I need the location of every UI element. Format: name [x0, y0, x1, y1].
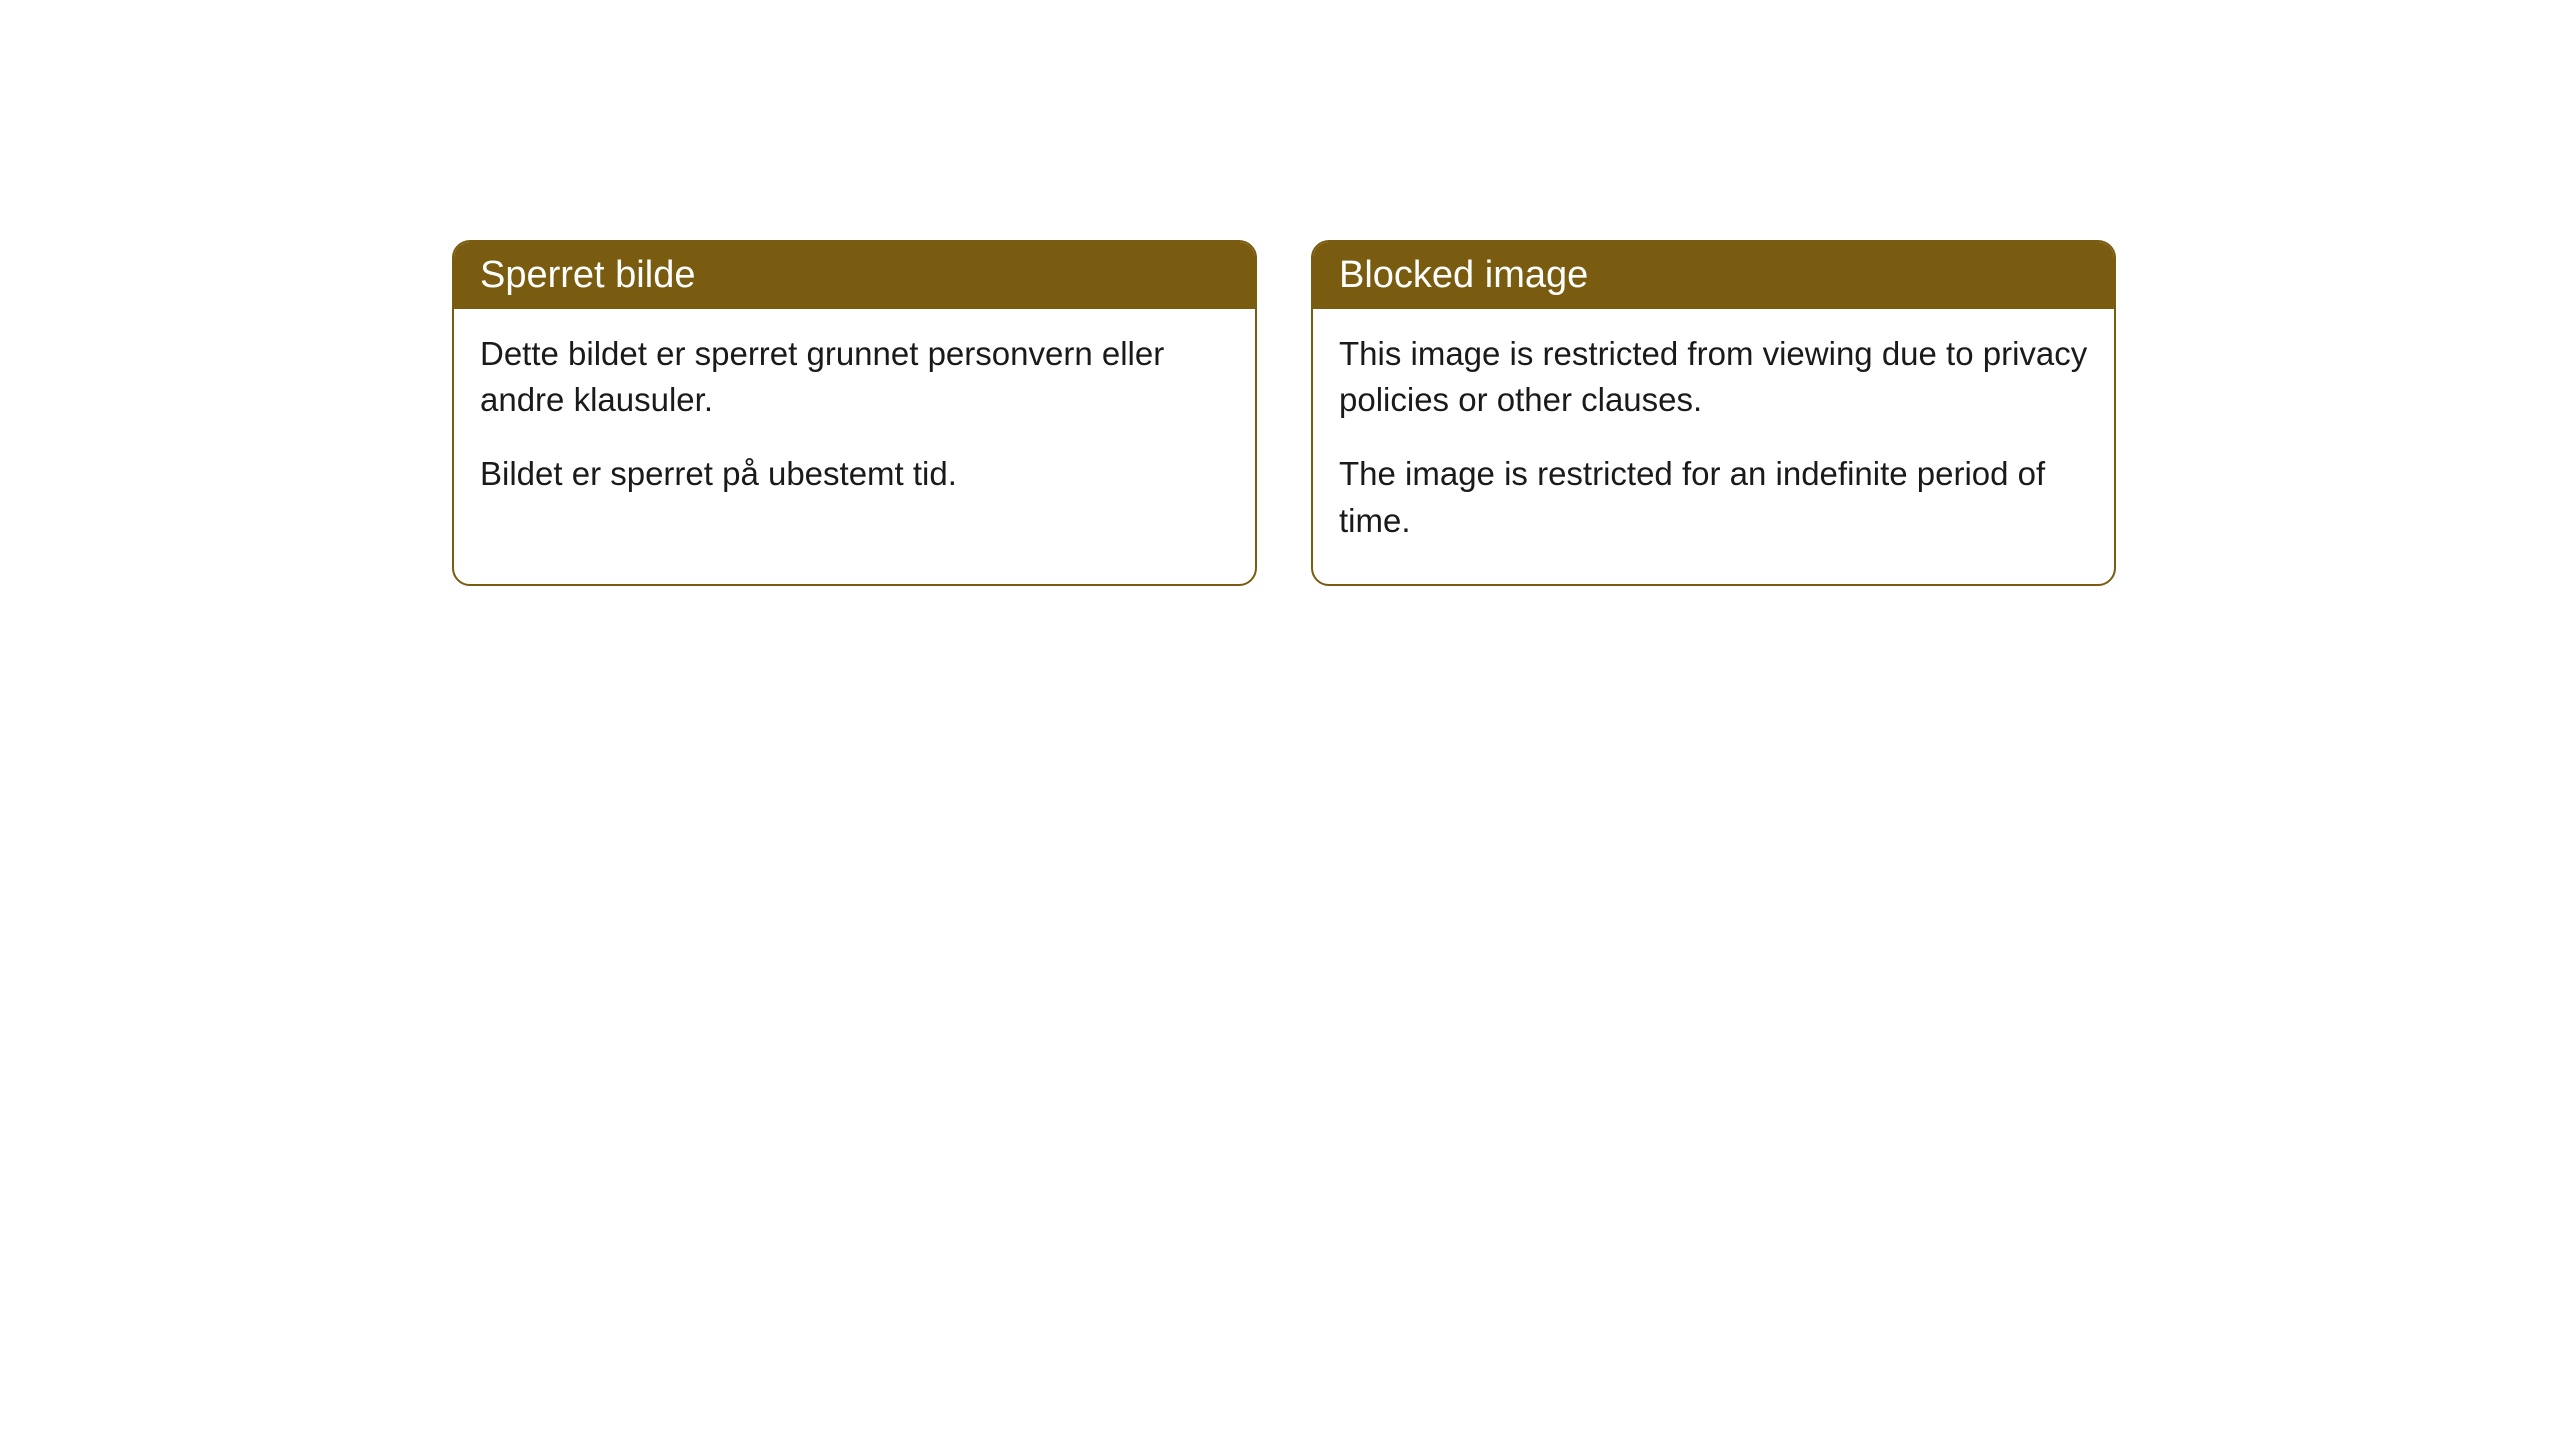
card-body: This image is restricted from viewing du… — [1313, 309, 2114, 584]
card-header: Sperret bilde — [454, 242, 1255, 309]
card-title: Blocked image — [1339, 254, 1588, 296]
card-paragraph: Dette bildet er sperret grunnet personve… — [480, 331, 1229, 423]
card-body: Dette bildet er sperret grunnet personve… — [454, 309, 1255, 538]
card-title: Sperret bilde — [480, 254, 695, 296]
card-header: Blocked image — [1313, 242, 2114, 309]
notice-card-norwegian: Sperret bilde Dette bildet er sperret gr… — [452, 240, 1257, 586]
notice-cards-container: Sperret bilde Dette bildet er sperret gr… — [452, 240, 2560, 586]
notice-card-english: Blocked image This image is restricted f… — [1311, 240, 2116, 586]
card-paragraph: This image is restricted from viewing du… — [1339, 331, 2088, 423]
card-paragraph: The image is restricted for an indefinit… — [1339, 451, 2088, 543]
card-paragraph: Bildet er sperret på ubestemt tid. — [480, 451, 1229, 497]
